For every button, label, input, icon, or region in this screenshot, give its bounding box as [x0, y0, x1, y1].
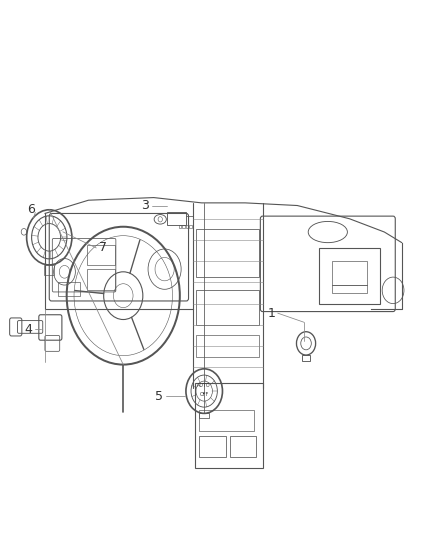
Bar	[189, 225, 191, 228]
Bar	[302, 355, 311, 361]
Text: 5: 5	[155, 390, 163, 403]
Text: 7: 7	[99, 241, 107, 254]
Bar	[199, 410, 254, 431]
Bar	[196, 335, 259, 357]
Bar	[87, 245, 116, 265]
Bar	[319, 248, 380, 304]
Bar	[87, 269, 116, 290]
Text: 6: 6	[27, 203, 35, 216]
Text: 4: 4	[25, 322, 33, 336]
Bar	[183, 225, 185, 228]
Bar	[199, 414, 209, 418]
Text: AUTO: AUTO	[198, 383, 211, 389]
Bar	[196, 290, 259, 325]
Bar	[332, 261, 367, 293]
Bar	[167, 212, 186, 225]
Bar	[230, 436, 256, 457]
Bar	[196, 229, 259, 277]
Text: OFF: OFF	[200, 392, 209, 397]
Bar	[58, 282, 80, 296]
Bar	[199, 436, 226, 457]
Text: 3: 3	[141, 199, 149, 212]
Text: 1: 1	[267, 306, 275, 320]
Bar	[179, 225, 181, 228]
Bar	[44, 265, 54, 274]
Bar	[195, 383, 262, 468]
Bar	[186, 225, 188, 228]
